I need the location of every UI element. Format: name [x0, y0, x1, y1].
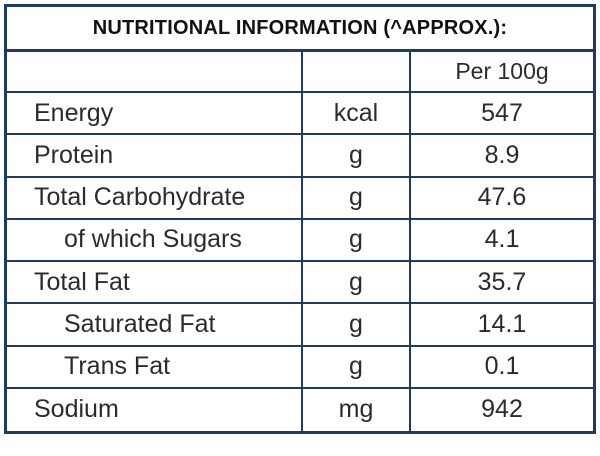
row-sugars-unit: g [303, 219, 411, 262]
row-trans-fat-unit: g [303, 346, 411, 389]
row-total-fat-unit: g [303, 262, 411, 305]
row-protein-label: Protein [7, 135, 303, 178]
row-trans-fat-value: 0.1 [411, 347, 593, 389]
row-protein-unit: g [303, 135, 411, 178]
row-carbohydrate-value: 47.6 [411, 178, 593, 220]
header-nutrient-cell [7, 52, 303, 93]
row-total-fat-value: 35.7 [411, 262, 593, 305]
nutrition-table: NUTRITIONAL INFORMATION (^APPROX.): Per … [4, 4, 596, 434]
row-trans-fat-label: Trans Fat [7, 346, 303, 389]
header-unit-cell [303, 52, 411, 93]
row-sugars-value: 4.1 [411, 220, 593, 262]
row-saturated-fat-value: 14.1 [411, 304, 593, 347]
row-sodium-unit: mg [303, 388, 411, 431]
row-sodium-value: 942 [481, 395, 523, 424]
row-sugars-label: of which Sugars [7, 219, 303, 262]
row-carbohydrate-label: Total Carbohydrate [7, 177, 303, 220]
row-energy-label: Energy [7, 93, 303, 136]
row-total-fat-label: Total Fat [7, 262, 303, 305]
row-sodium-label: Sodium [7, 388, 303, 431]
row-saturated-fat-label: Saturated Fat [7, 304, 303, 347]
row-energy-unit: kcal [303, 93, 411, 136]
header-per-100g: Per 100g [411, 52, 593, 93]
row-energy-value: 547 [411, 93, 593, 136]
row-saturated-fat-unit: g [303, 304, 411, 347]
row-protein-value: 8.9 [411, 135, 593, 178]
nutrition-grid: Per 100g Energy kcal 547 Protein g 8.9 T… [7, 52, 593, 431]
title-row: NUTRITIONAL INFORMATION (^APPROX.): [7, 7, 593, 52]
row-carbohydrate-unit: g [303, 177, 411, 220]
table-title: NUTRITIONAL INFORMATION (^APPROX.): [92, 16, 508, 39]
